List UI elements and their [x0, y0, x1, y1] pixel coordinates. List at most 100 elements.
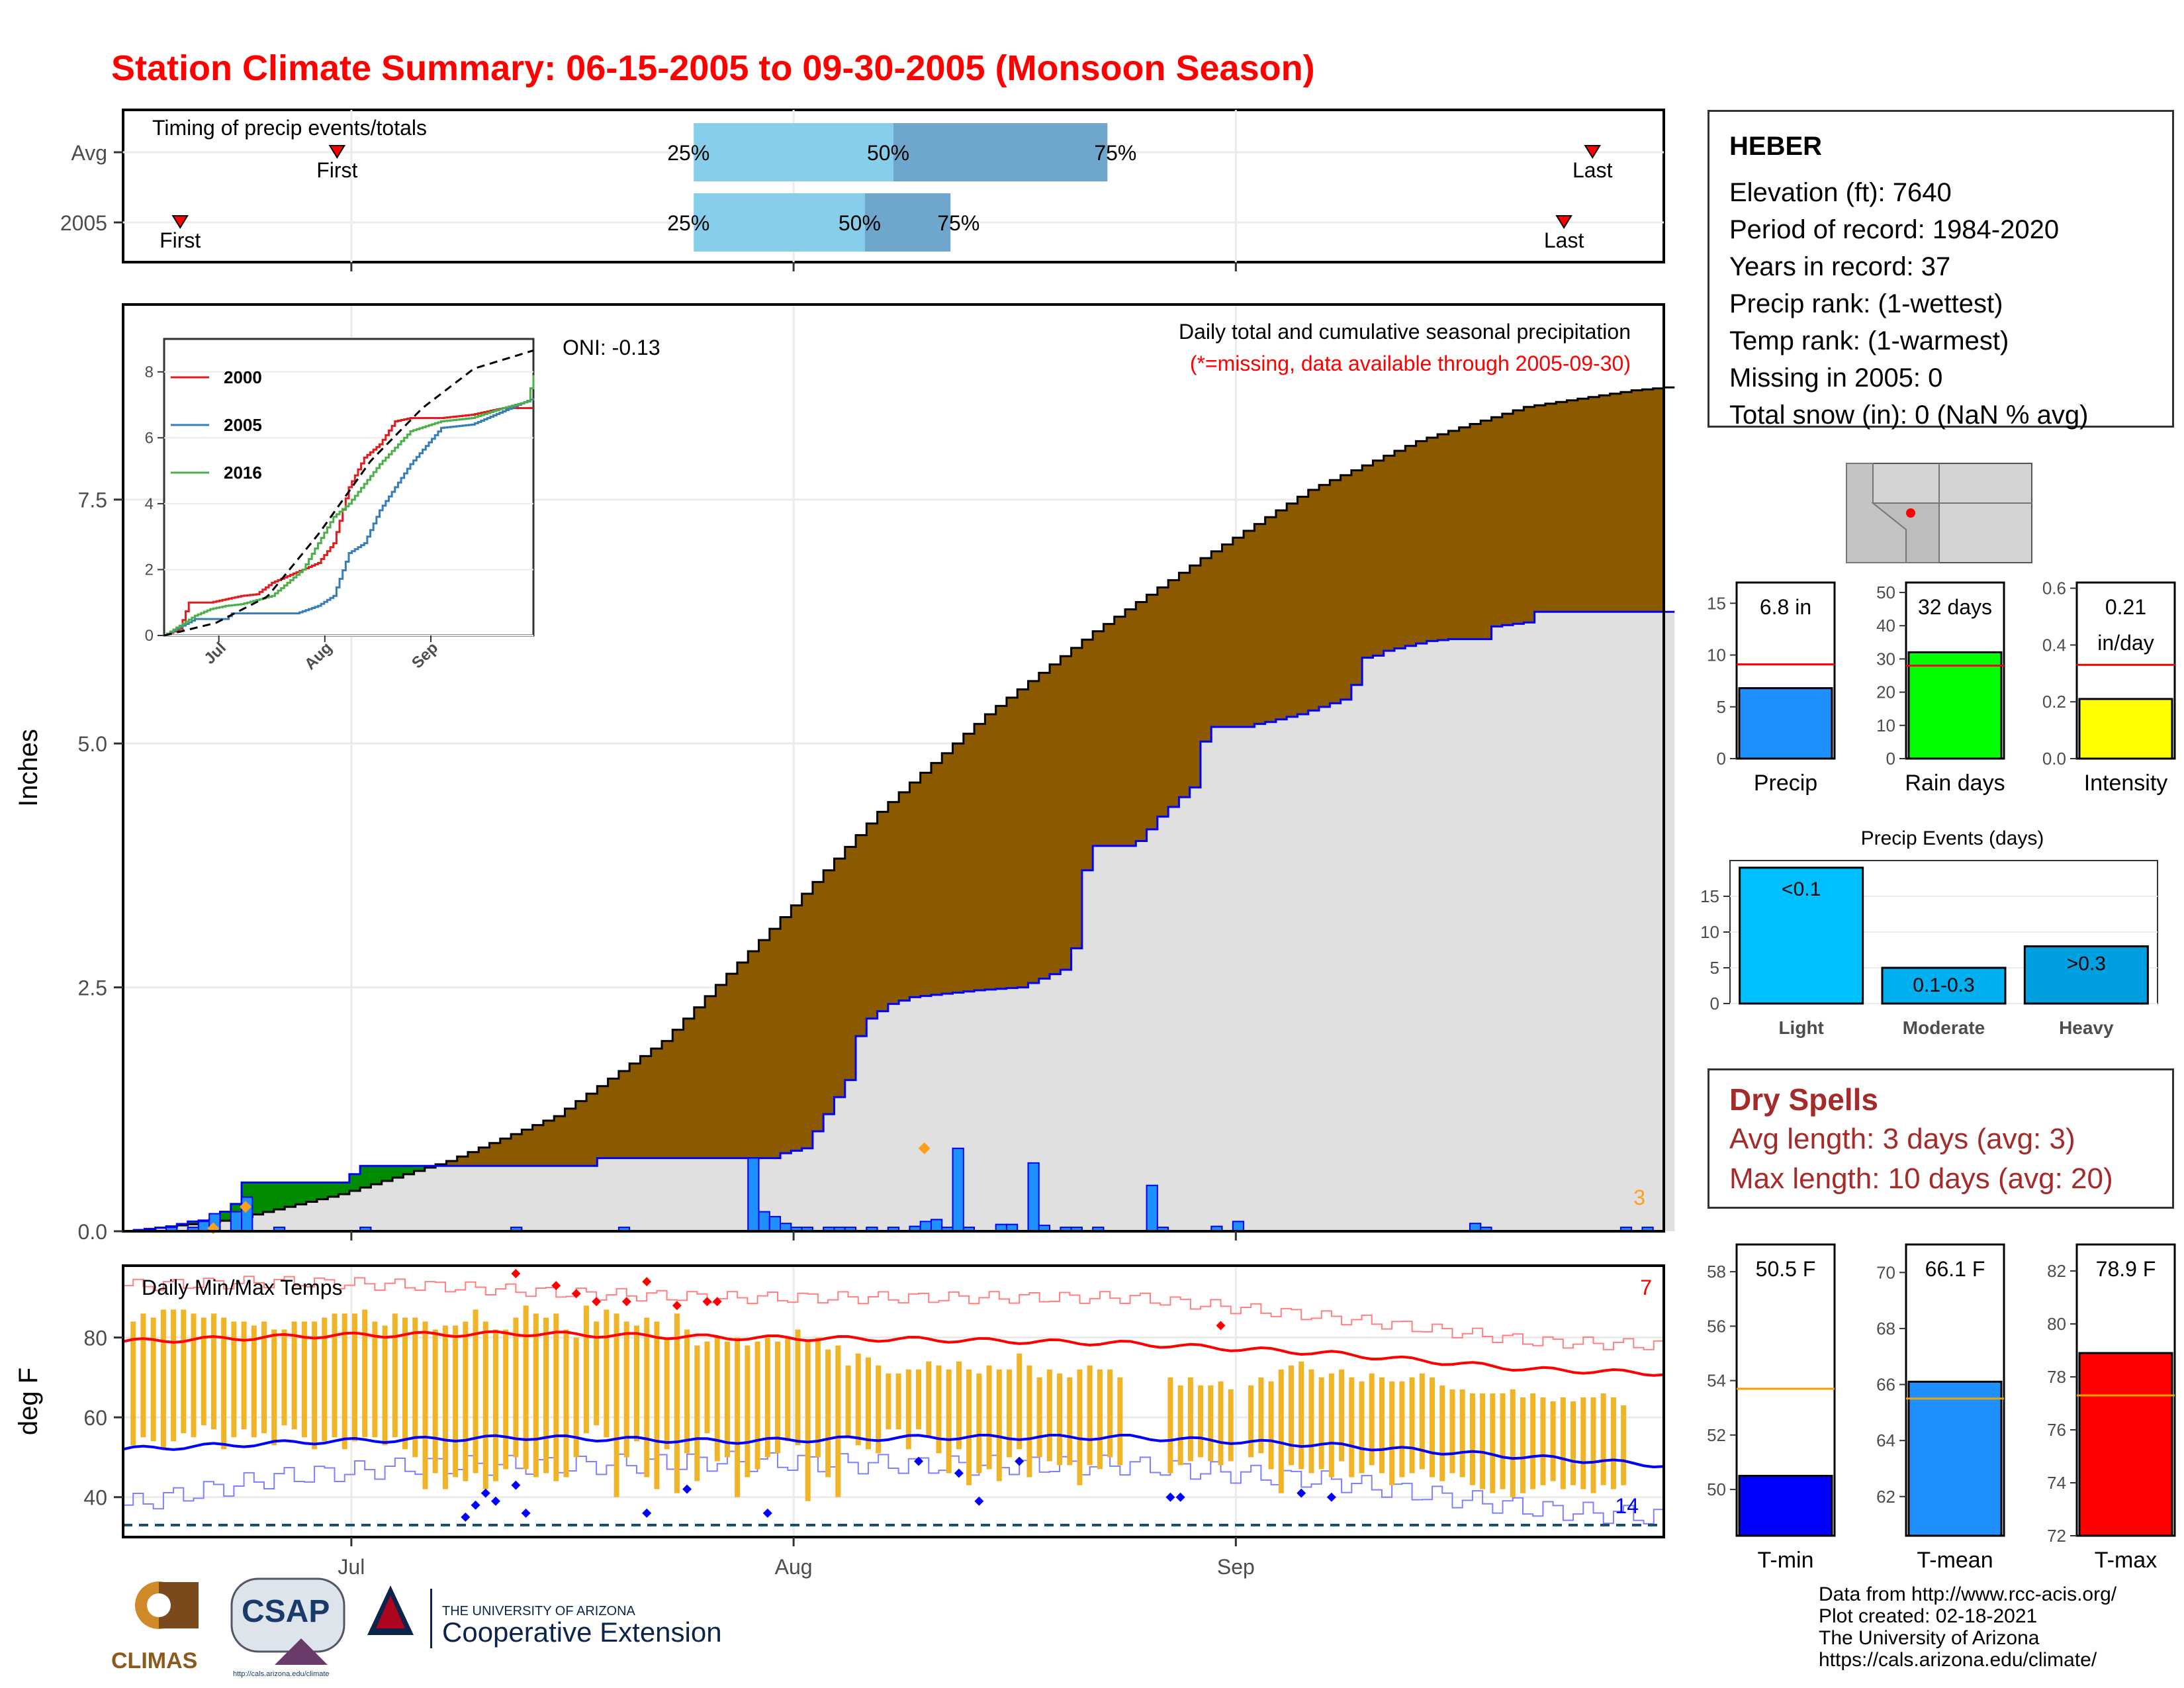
daily-precip-bar: [768, 1215, 782, 1233]
inset-legend-label-2016: 2016: [224, 463, 262, 483]
tbar-tmean-ytick-label-3: 68: [1876, 1319, 1895, 1338]
inset-series-2016: [164, 375, 535, 637]
events-ytick-label-2: 10: [1700, 922, 1719, 942]
daily-temp-range-bar: [583, 1305, 589, 1434]
precip-subtitle: (*=missing, data available through 2005-…: [1190, 352, 1631, 375]
temp-ylabel: deg F: [14, 1368, 43, 1435]
daily-temp-range-bar: [312, 1321, 318, 1450]
daily-temp-range-bar: [895, 1373, 901, 1430]
timing-first-marker-0: [328, 145, 346, 159]
tbar-tmax-value-label: 78.9 F: [2096, 1257, 2156, 1281]
record-high-marker: [1216, 1321, 1226, 1331]
daily-temp-range-bar: [1439, 1385, 1445, 1481]
daily-temp-range-bar: [341, 1313, 347, 1450]
events-bar-heavy: [2023, 945, 2149, 1005]
tbar-tmean-name-label: T-mean: [1917, 1548, 1993, 1573]
daily-temp-range-bar: [805, 1341, 811, 1501]
precip-total-panel: 0 5 10 15 6.8 in Precip: [1707, 581, 1836, 796]
daily-temp-range-bar: [815, 1337, 821, 1458]
timing-bar-25-50-1: [694, 193, 865, 252]
timing-p25-label-1: 25%: [667, 211, 709, 235]
intensity-value-label: in/day: [2097, 631, 2154, 655]
rain-days-panel: 0 10 20 30 40 50 32 days Rain days: [1876, 581, 2005, 796]
daily-temp-range-bar: [644, 1317, 650, 1477]
daily-temp-range-bar: [181, 1309, 187, 1434]
daily-temp-range-bar: [1289, 1365, 1295, 1466]
intensity-ytick-label-3: 0.6: [2042, 579, 2066, 598]
events-category-heavy: Heavy: [2059, 1017, 2114, 1038]
daily-temp-range-bar: [1117, 1377, 1123, 1466]
daily-temp-range-bar: [1409, 1377, 1415, 1474]
record-high-marker: [702, 1297, 712, 1307]
events-category-moderate: Moderate: [1903, 1017, 1985, 1038]
daily-temp-range-bar: [563, 1329, 569, 1477]
daily-temp-range-bar: [724, 1341, 730, 1458]
timing-last-label-1: Last: [1544, 228, 1584, 252]
tbar-tmax-ytick-label-2: 76: [2047, 1420, 2066, 1440]
timing-p75-label-0: 75%: [1094, 141, 1136, 165]
daily-precip-bar: [197, 1221, 210, 1233]
daily-temp-range-bar: [332, 1313, 338, 1438]
intensity-ytick-label-1: 0.2: [2042, 692, 2066, 712]
daily-temp-range-bar: [956, 1361, 962, 1450]
daily-temp-range-bar: [986, 1365, 992, 1470]
credit-source: Data from http://www.rcc-acis.org/: [1819, 1583, 2117, 1605]
precip-ytick-label-3: 7.5: [78, 489, 107, 512]
station-years: Years in record: 37: [1729, 252, 1951, 281]
inset-average-line: [163, 349, 534, 637]
credit-university: The University of Arizona: [1819, 1627, 2040, 1649]
station-precip-rank: Precip rank: (1-wettest): [1729, 289, 2003, 318]
daily-temp-range-bar: [684, 1329, 690, 1454]
timing-bar-25-50-0: [694, 123, 893, 181]
inset-series-2000: [164, 407, 533, 637]
daily-temp-range-bar: [1057, 1373, 1063, 1466]
daily-temp-range-bar: [1379, 1377, 1385, 1474]
daily-temp-range-bar: [1621, 1405, 1627, 1485]
daily-temp-range-bar: [1540, 1397, 1546, 1485]
events-ytick-label-3: 15: [1700, 886, 1719, 906]
record-high-marker: [571, 1289, 581, 1299]
tbar-tmin-panel: 50 52 54 56 58 50.5 F T-min: [1707, 1243, 1836, 1573]
precip-events-panel: 0 5 10 15 <0.1 Light 0.1-0.3 Moderate >0.3 Heavy P…: [1700, 827, 2158, 1038]
daily-temp-range-bar: [764, 1337, 770, 1458]
inset-ytick-label-4: 8: [145, 363, 154, 381]
record-low-marker: [1175, 1492, 1185, 1502]
daily-temp-range-bar: [301, 1321, 307, 1438]
daily-temp-range-bar: [976, 1373, 982, 1474]
daily-temp-range-bar: [1036, 1377, 1042, 1458]
tbar-tmax-bar: [2078, 1352, 2173, 1537]
daily-temp-range-bar: [442, 1325, 448, 1489]
daily-temp-range-bar: [533, 1313, 539, 1477]
record-low-marker: [1326, 1492, 1336, 1502]
inset-ytick-label-3: 6: [145, 429, 154, 447]
record-low-count: 14: [1615, 1494, 1639, 1518]
rain-days-ytick-label-3: 30: [1876, 649, 1895, 669]
average-cumulative-line: [123, 386, 1675, 1233]
tbar-tmax-panel: 72 74 76 78 80 82 78.9 F T-max: [2047, 1243, 2176, 1573]
daily-temp-range-bar: [936, 1365, 942, 1454]
daily-temp-range-bar: [1308, 1369, 1314, 1474]
timing-bar-50-75-1: [864, 193, 951, 252]
daily-temp-range-bar: [1067, 1377, 1073, 1466]
daily-temp-range-bar: [1248, 1385, 1254, 1458]
daily-temp-range-bar: [745, 1345, 751, 1477]
csap-text: CSAP: [242, 1594, 330, 1629]
record-high-marker: [551, 1281, 561, 1291]
oni-annotation: ONI: -0.13: [563, 336, 660, 359]
daily-temp-range-bar: [241, 1321, 247, 1430]
daily-temp-range-bar: [775, 1341, 781, 1454]
daily-temp-range-bar: [392, 1313, 398, 1438]
month-label-sep: Sep: [1217, 1555, 1255, 1579]
daily-temp-range-bar: [754, 1341, 760, 1470]
month-label-jul: Jul: [338, 1555, 365, 1579]
daily-temp-range-bar: [735, 1337, 741, 1497]
record-low-marker: [480, 1488, 490, 1498]
daily-temp-range-bar: [996, 1369, 1002, 1481]
station-period: Period of record: 1984-2020: [1729, 215, 2060, 244]
page-title: Station Climate Summary: 06-15-2005 to 0…: [111, 48, 1315, 88]
daily-temp-range-bar: [1268, 1381, 1274, 1470]
events-bar-light: [1739, 867, 1864, 1005]
daily-temp-range-bar: [704, 1341, 710, 1434]
daily-temp-range-bar: [372, 1321, 378, 1438]
daily-precip-bar: [930, 1219, 943, 1233]
